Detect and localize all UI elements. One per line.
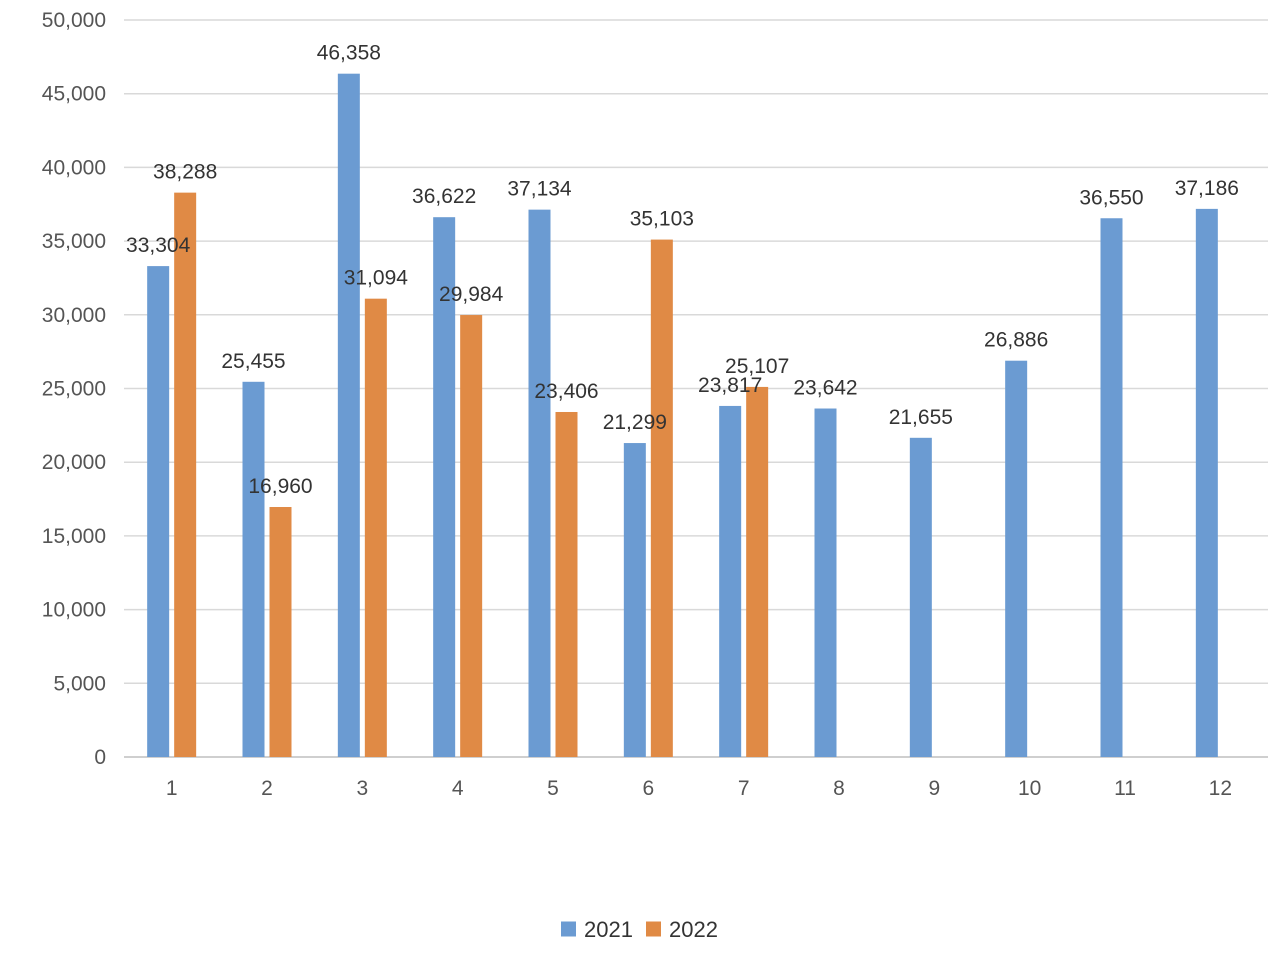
bar-2021-1 — [147, 266, 170, 757]
x-tick-label: 1 — [166, 777, 178, 800]
data-label-2022-2: 16,960 — [248, 475, 312, 498]
data-label-2021-5: 37,134 — [507, 178, 572, 201]
bar-2021-4 — [433, 217, 456, 758]
bar-2021-5 — [528, 209, 551, 757]
data-label-2022-5: 23,406 — [534, 380, 598, 403]
y-tick-label: 50,000 — [42, 9, 106, 32]
y-tick-label: 5,000 — [53, 672, 106, 695]
x-tick-label: 8 — [833, 777, 845, 800]
y-axis-ticks: 0 5,000 10,000 15,000 20,000 25,000 30,000 35,0… — [42, 9, 106, 769]
data-label-2022-1: 38,288 — [153, 161, 217, 184]
y-tick-label: 40,000 — [42, 156, 106, 179]
data-label-2021-6: 21,299 — [603, 411, 667, 434]
bar-2022-6 — [650, 239, 673, 757]
data-label-2021-9: 21,655 — [889, 406, 953, 429]
gridlines — [124, 19, 1268, 758]
data-label-2021-8: 23,642 — [793, 377, 857, 400]
data-labels: 33,304 25,455 46,358 36,622 37,134 21,299 23,8… — [126, 42, 1239, 498]
data-label-2022-3: 31,094 — [344, 267, 409, 290]
data-label-2021-1: 33,304 — [126, 234, 191, 257]
y-tick-label: 20,000 — [42, 451, 106, 474]
bar-2021-7 — [719, 405, 742, 757]
bar-2022-4 — [460, 315, 483, 757]
y-tick-label: 45,000 — [42, 83, 106, 106]
bar-2021-3 — [337, 73, 360, 757]
bar-2021-10 — [1005, 360, 1028, 757]
data-label-2021-7: 23,817 — [698, 374, 762, 397]
data-label-2021-4: 36,622 — [412, 185, 476, 208]
x-tick-label: 11 — [1114, 777, 1136, 800]
x-tick-label: 10 — [1018, 777, 1041, 800]
data-label-2021-10: 26,886 — [984, 329, 1048, 352]
legend-swatch-2021 — [561, 921, 576, 937]
data-label-2022-4: 29,984 — [439, 283, 504, 306]
y-tick-label: 35,000 — [42, 230, 106, 253]
bar-2022-2 — [269, 507, 292, 757]
x-tick-label: 5 — [547, 777, 559, 800]
bar-2021-2 — [242, 381, 265, 757]
legend: 2021 2022 — [561, 917, 718, 942]
bar-2022-5 — [555, 411, 578, 757]
x-tick-label: 3 — [356, 777, 368, 800]
legend-label-2021: 2021 — [584, 917, 633, 942]
y-tick-label: 30,000 — [42, 304, 106, 327]
bars — [147, 73, 1218, 758]
y-tick-label: 25,000 — [42, 378, 106, 401]
x-tick-label: 2 — [261, 777, 273, 800]
data-label-2021-11: 36,550 — [1079, 186, 1143, 209]
bar-2022-3 — [364, 298, 387, 757]
x-tick-label: 6 — [642, 777, 654, 800]
data-label-2022-7: 25,107 — [725, 355, 789, 378]
bar-2021-8 — [814, 408, 837, 757]
legend-swatch-2022 — [646, 921, 661, 937]
y-tick-label: 0 — [94, 746, 106, 769]
legend-label-2022: 2022 — [669, 917, 718, 942]
bar-2022-1 — [174, 192, 197, 757]
data-label-2022-6: 35,103 — [630, 208, 694, 231]
y-tick-label: 10,000 — [42, 599, 106, 622]
x-tick-label: 12 — [1209, 777, 1232, 800]
data-label-2021-3: 46,358 — [317, 42, 381, 65]
bar-2021-12 — [1195, 208, 1218, 757]
bar-2022-7 — [746, 386, 769, 757]
x-tick-label: 7 — [738, 777, 750, 800]
x-tick-label: 4 — [452, 777, 464, 800]
x-axis-ticks: 1 2 3 4 5 6 7 8 9 10 11 12 — [166, 777, 1232, 800]
x-tick-label: 9 — [928, 777, 940, 800]
data-label-2021-12: 37,186 — [1175, 177, 1239, 200]
data-label-2021-2: 25,455 — [221, 350, 285, 373]
bar-2021-9 — [909, 437, 932, 757]
bar-2021-6 — [623, 443, 646, 757]
y-tick-label: 15,000 — [42, 525, 106, 548]
bar-2021-11 — [1100, 218, 1123, 758]
